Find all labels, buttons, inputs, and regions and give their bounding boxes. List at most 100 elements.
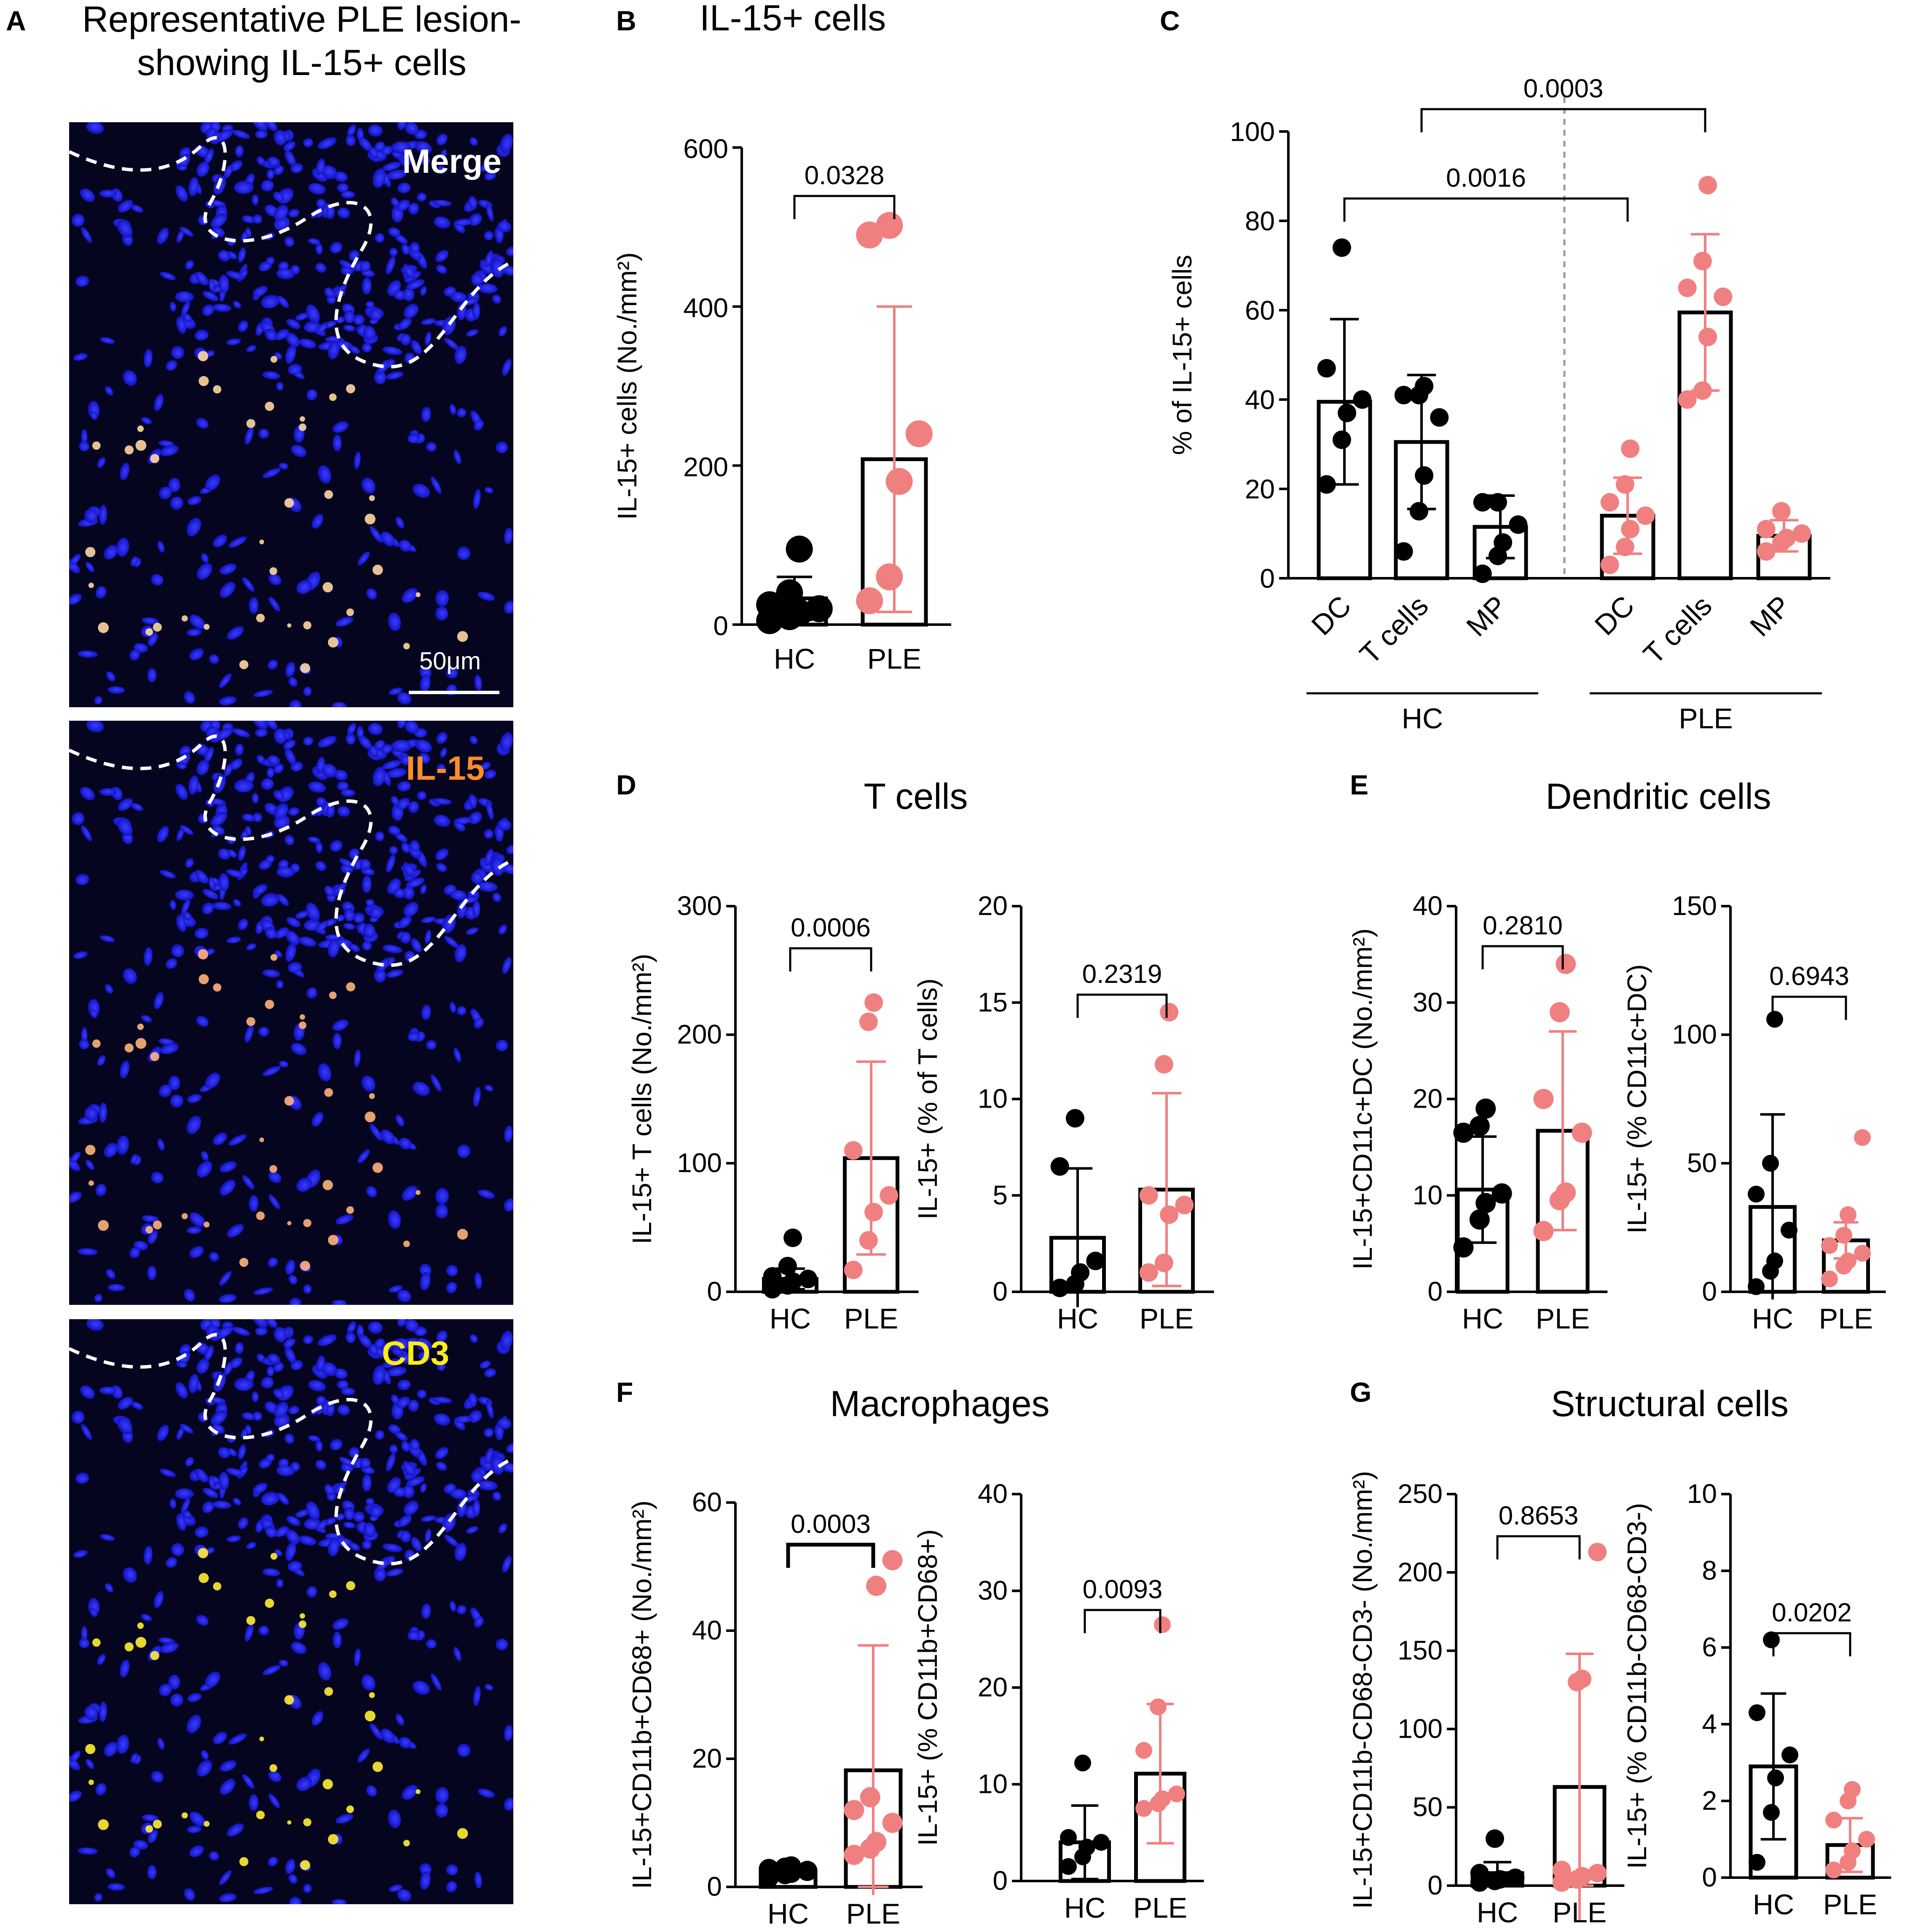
nucleus [395,517,405,529]
nucleus [267,1354,280,1365]
nucleus [408,801,419,813]
nucleus [506,246,513,256]
nucleus [86,122,104,134]
data-point [1509,515,1528,534]
nucleus [267,755,280,766]
nucleus [84,1106,98,1122]
nucleus [318,1063,331,1082]
nucleus [151,574,164,586]
nucleus [472,900,480,918]
data-point [866,1832,887,1852]
nucleus [218,1447,231,1459]
nucleus [468,1393,477,1407]
nucleus [392,740,412,752]
y-tick-label: 20 [1245,474,1275,504]
nucleus [366,1186,377,1197]
nucleus [391,197,399,207]
nucleus [233,301,241,309]
significance-bracket [1481,945,1564,969]
stained-cell [98,1220,109,1231]
nucleus [349,1543,360,1551]
nucleus [70,1750,81,1763]
nucleus [366,1785,377,1797]
nucleus [285,345,296,364]
nucleus [446,1282,457,1293]
nucleus [456,1006,467,1016]
nucleus [346,733,356,745]
nucleus [457,1743,471,1757]
nucleus [474,419,484,431]
nucleus [106,1269,115,1279]
y-tick-label: 4 [1702,1709,1717,1739]
nucleus [290,163,303,173]
nucleus [246,345,257,352]
nucleus [215,1326,233,1339]
data-point [1714,287,1733,306]
nucleus [95,1783,107,1796]
nucleus [261,1377,274,1389]
nucleus [339,1457,356,1468]
data-point [1150,1698,1167,1715]
nucleus [396,1396,410,1409]
stained-cell [322,1779,333,1790]
data-point [860,1787,880,1808]
nucleus [266,1319,277,1328]
nucleus [477,283,498,294]
nucleus [504,601,513,614]
category-label: DC [1305,590,1357,641]
nucleus [142,1215,159,1223]
data-point [1600,493,1619,512]
p-value-label: 0.0016 [1446,164,1526,193]
panel-a-title-line-1: Representative PLE lesion- [82,0,521,40]
nucleus [116,537,129,557]
data-point [1060,1858,1077,1875]
nucleus [170,1095,183,1108]
nucleus [411,340,422,354]
nucleus [393,888,406,899]
nucleus [78,1847,98,1855]
nucleus [202,889,219,899]
nucleus [219,1870,232,1885]
category-label: HC [774,643,815,675]
y-tick-label: 20 [978,1672,1008,1702]
nucleus [194,1526,209,1538]
nucleus [253,1287,273,1295]
nucleus [69,1191,82,1203]
nucleus [168,1076,180,1090]
stained-cell [98,1819,109,1830]
nucleus [306,304,320,324]
nucleus [181,899,190,915]
nucleus [196,1358,209,1374]
data-point [1588,1543,1607,1562]
nucleus [268,574,282,585]
data-point [1762,1155,1779,1172]
nucleus [232,1327,250,1336]
nucleus [436,863,447,872]
nucleus [335,1513,345,1521]
nucleus [321,165,337,180]
nucleus [399,1138,412,1150]
nucleus [418,1351,430,1362]
data-point [905,420,933,448]
nucleus [477,882,498,892]
nucleus [117,818,133,836]
nucleus [500,134,513,153]
nucleus [261,180,274,192]
nucleus [273,790,284,800]
nucleus [334,1368,348,1379]
nucleus [389,846,398,855]
nucleus [316,1355,325,1373]
data-point [1772,502,1791,521]
nucleus [332,1899,347,1904]
nucleus [443,1483,456,1494]
nucleus [185,1457,194,1467]
nucleus [226,1535,241,1542]
nucleus [484,1684,494,1691]
nucleus [315,861,327,871]
nucleus [142,617,159,625]
stained-cell [287,1820,292,1825]
nucleus [389,247,398,257]
nucleus [315,1460,327,1470]
y-tick-label: 250 [1398,1479,1443,1509]
nucleus [396,199,410,212]
